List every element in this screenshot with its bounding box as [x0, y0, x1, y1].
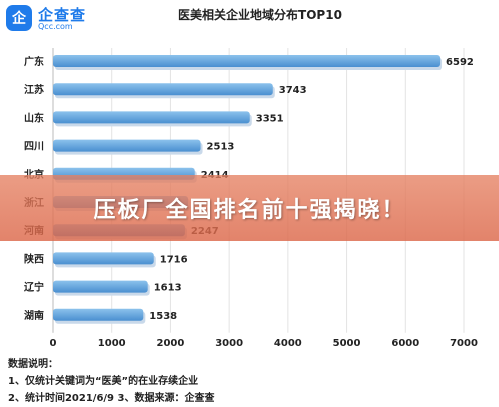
- logo-badge-icon: 企: [6, 5, 32, 31]
- chart-title: 医美相关企业地域分布TOP10: [178, 8, 342, 22]
- headline-banner: 压板厂全国排名前十强揭晓！: [0, 175, 499, 241]
- logo-domain: Qcc.com: [38, 22, 73, 31]
- value-label: 2513: [207, 142, 235, 153]
- category-label: 广东: [24, 55, 44, 68]
- notes-line-2: 2、统计时间2021/6/9 3、数据来源：企查查: [8, 393, 215, 404]
- x-tick-label: 0: [50, 338, 57, 349]
- bar: [53, 252, 154, 265]
- value-label: 1613: [154, 283, 182, 294]
- value-label: 1716: [160, 254, 188, 265]
- category-label: 湖南: [24, 309, 44, 322]
- x-tick-label: 7000: [450, 338, 478, 349]
- value-label: 3743: [279, 85, 307, 96]
- x-tick-label: 4000: [274, 338, 302, 349]
- header: 企 企查查 Qcc.com 医美相关企业地域分布TOP10: [0, 0, 499, 38]
- data-notes: 数据说明： 1、仅统计关键词为“医美”的在业存续企业 2、统计时间2021/6/…: [8, 356, 488, 407]
- bar: [53, 111, 250, 124]
- value-label: 1538: [149, 311, 177, 322]
- x-tick-label: 5000: [333, 338, 361, 349]
- category-label: 山东: [24, 111, 44, 124]
- x-tick-label: 1000: [98, 338, 126, 349]
- bar: [53, 139, 201, 152]
- banner-text: 压板厂全国排名前十强揭晓！: [93, 198, 406, 223]
- value-label: 6592: [446, 57, 474, 68]
- category-label: 江苏: [24, 83, 44, 96]
- x-tick-label: 6000: [391, 338, 419, 349]
- bar: [53, 83, 273, 96]
- logo-name: 企查查: [38, 6, 87, 24]
- notes-line-1: 1、仅统计关键词为“医美”的在业存续企业: [8, 376, 199, 387]
- x-tick-label: 3000: [215, 338, 243, 349]
- bar: [53, 280, 148, 293]
- category-label: 陕西: [24, 252, 44, 265]
- qcc-logo: 企 企查查 Qcc.com: [6, 4, 126, 34]
- bar: [53, 55, 441, 67]
- value-label: 3351: [256, 113, 284, 124]
- category-label: 辽宁: [24, 281, 44, 294]
- notes-heading: 数据说明：: [8, 359, 58, 370]
- category-label: 四川: [24, 141, 44, 153]
- x-tick-label: 2000: [157, 338, 185, 349]
- bars: [53, 55, 443, 324]
- bar: [53, 308, 144, 321]
